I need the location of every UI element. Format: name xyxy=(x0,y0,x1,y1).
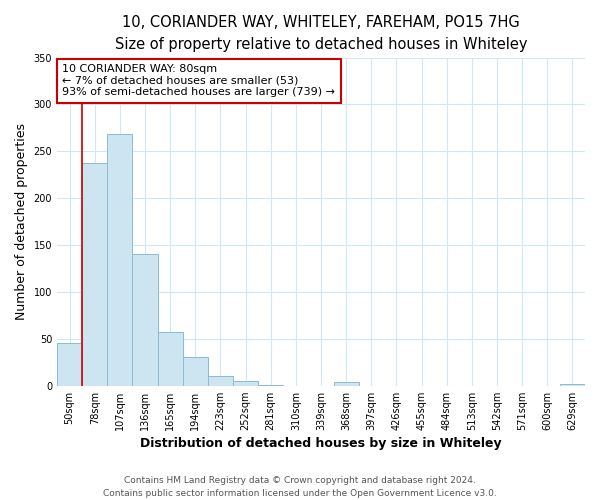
Bar xyxy=(183,356,208,386)
Bar xyxy=(107,134,133,386)
Bar xyxy=(57,342,82,386)
Bar xyxy=(233,381,258,386)
Bar xyxy=(208,376,233,386)
Bar xyxy=(82,164,107,386)
X-axis label: Distribution of detached houses by size in Whiteley: Distribution of detached houses by size … xyxy=(140,437,502,450)
Y-axis label: Number of detached properties: Number of detached properties xyxy=(15,123,28,320)
Title: 10, CORIANDER WAY, WHITELEY, FAREHAM, PO15 7HG
Size of property relative to deta: 10, CORIANDER WAY, WHITELEY, FAREHAM, PO… xyxy=(115,15,527,52)
Bar xyxy=(158,332,183,386)
Bar xyxy=(334,382,359,386)
Text: Contains HM Land Registry data © Crown copyright and database right 2024.
Contai: Contains HM Land Registry data © Crown c… xyxy=(103,476,497,498)
Bar xyxy=(560,384,585,386)
Bar xyxy=(258,385,283,386)
Text: 10 CORIANDER WAY: 80sqm
← 7% of detached houses are smaller (53)
93% of semi-det: 10 CORIANDER WAY: 80sqm ← 7% of detached… xyxy=(62,64,335,98)
Bar xyxy=(133,254,158,386)
